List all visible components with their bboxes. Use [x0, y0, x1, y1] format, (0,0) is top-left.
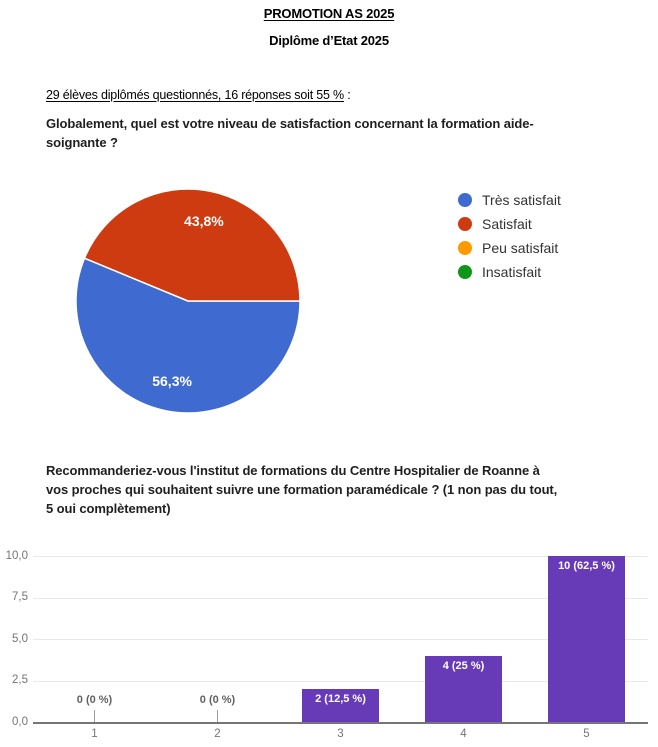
- category-tick: [217, 710, 218, 722]
- respondents-underlined-text: 29 élèves diplômés questionnés, 16 répon…: [46, 88, 344, 102]
- legend-item-2: Peu satisfait: [458, 239, 561, 256]
- x-axis-tick-label: 2: [214, 728, 221, 740]
- bar-zero-value-label: 0 (0 %): [199, 694, 236, 706]
- question2-line1: Recommanderiez-vous l'institut de format…: [46, 463, 540, 478]
- y-axis-tick-label: 2,5: [12, 674, 28, 686]
- legend-label: Satisfait: [482, 215, 532, 232]
- respondents-suffix: :: [343, 88, 351, 102]
- document-title: PROMOTION AS 2025: [0, 6, 658, 21]
- x-axis-tick-label: 5: [583, 728, 590, 740]
- pie-slice-label-1: 43,8%: [184, 213, 224, 229]
- pie-slice-0: [75, 257, 301, 414]
- category-tick: [94, 710, 95, 722]
- legend-item-3: Insatisfait: [458, 263, 561, 280]
- pie-chart-svg: 56,3% 43,8%: [75, 188, 301, 414]
- question2-line2: vos proches qui souhaitent suivre une fo…: [46, 482, 558, 497]
- legend-dot-icon: [458, 264, 472, 279]
- gridline: [33, 597, 648, 599]
- bar-3: 2 (12,5 %): [302, 688, 379, 722]
- pie-slice-1: [83, 188, 301, 302]
- pie-chart: 56,3% 43,8%: [68, 181, 308, 421]
- y-axis-tick-label: 0,0: [12, 715, 28, 728]
- bar-chart: 0 (0 %) 0 (0 %) 2 (12,5 %) 4 (25 %) 10 (62,5…: [0, 540, 658, 747]
- question1-line1: Globalement, quel est votre niveau de sa…: [46, 116, 534, 131]
- question2-title: Recommanderiez-vous l'institut de format…: [46, 461, 557, 518]
- x-axis-tick-label: 3: [337, 728, 344, 740]
- question1-line2: soignante ?: [46, 135, 118, 150]
- legend-dot-icon: [458, 240, 472, 255]
- legend-dot-icon: [458, 216, 472, 231]
- x-axis-tick-label: 1: [91, 728, 98, 740]
- y-axis-tick-label: 7,5: [12, 591, 28, 603]
- legend-label: Insatisfait: [482, 263, 542, 280]
- bar-value-label: 4 (25 %): [442, 659, 485, 672]
- document-subtitle: Diplôme d’Etat 2025: [0, 33, 658, 48]
- question2-line3: 5 oui complètement): [46, 501, 171, 516]
- pie-slice-label-0: 56,3%: [152, 373, 192, 389]
- bar-4: 4 (25 %): [425, 655, 502, 722]
- legend-item-0: Très satisfait: [458, 191, 561, 208]
- document-title-text: PROMOTION AS 2025: [263, 6, 395, 21]
- bar-5: 10 (62,5 %): [548, 556, 625, 722]
- bar-zero-value-label: 0 (0 %): [76, 694, 113, 706]
- pie-legend: Très satisfait Satisfait Peu satisfait Insa…: [458, 192, 561, 288]
- question1-title: Globalement, quel est votre niveau de sa…: [46, 114, 534, 152]
- legend-label: Peu satisfait: [482, 239, 559, 256]
- y-axis-tick-label: 10,0: [5, 549, 28, 562]
- bar-chart-plot-area: 0 (0 %) 0 (0 %) 2 (12,5 %) 4 (25 %) 10 (62,5…: [33, 556, 648, 724]
- respondents-line: 29 élèves diplômés questionnés, 16 répon…: [46, 88, 351, 102]
- x-axis-tick-label: 4: [460, 728, 467, 740]
- gridline: [33, 556, 648, 557]
- legend-item-1: Satisfait: [458, 215, 561, 232]
- legend-dot-icon: [458, 192, 472, 207]
- y-axis-tick-label: 5,0: [12, 632, 28, 645]
- bar-value-label: 2 (12,5 %): [315, 692, 366, 705]
- gridline: [33, 680, 648, 682]
- document-subtitle-text: Diplôme d’Etat 2025: [269, 33, 389, 48]
- legend-label: Très satisfait: [482, 191, 561, 208]
- gridline: [33, 639, 648, 640]
- bar-value-label: 10 (62,5 %): [558, 560, 615, 572]
